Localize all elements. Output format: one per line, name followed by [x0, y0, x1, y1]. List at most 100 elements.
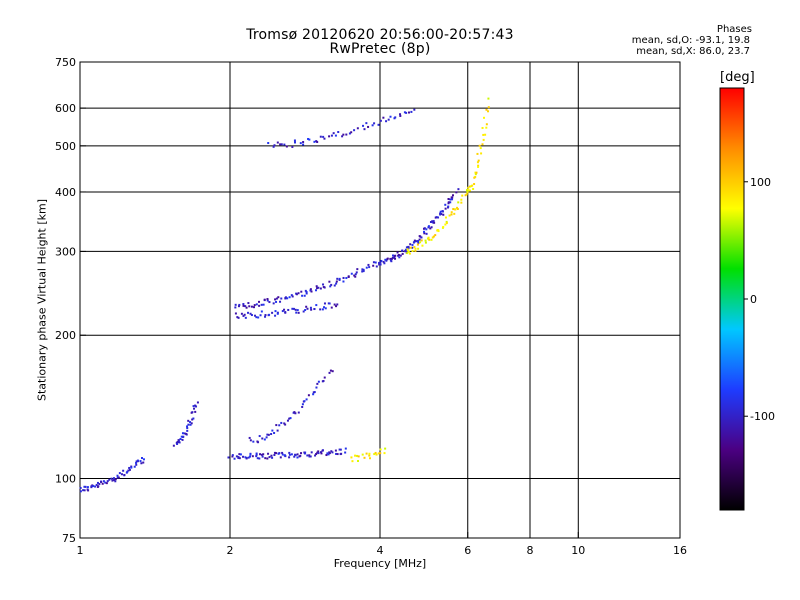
data-point-o-mode [262, 453, 265, 456]
data-point-o-mode [294, 412, 297, 415]
data-point-o-mode [249, 312, 252, 315]
data-point-x-mode [465, 193, 468, 196]
data-point-o-mode [305, 292, 308, 295]
data-point-o-mode [291, 307, 294, 310]
data-point-o-mode [429, 221, 432, 224]
data-point-o-mode [273, 454, 276, 457]
data-point-o-mode [249, 453, 252, 456]
data-point-o-mode [302, 143, 305, 146]
data-point-o-mode [245, 457, 248, 460]
data-point-o-mode [398, 256, 401, 259]
data-point-o-mode [306, 307, 309, 310]
data-point-o-mode [290, 294, 293, 297]
data-point-o-mode [265, 436, 268, 439]
data-point-o-mode [379, 263, 382, 266]
x-tick-label: 8 [527, 544, 534, 557]
data-point-x-mode [474, 175, 477, 178]
data-point-x-mode [468, 185, 471, 188]
data-point-o-mode [425, 228, 428, 231]
data-point-o-mode [108, 478, 111, 481]
data-point-o-mode [336, 303, 339, 306]
data-point-o-mode [257, 441, 260, 444]
data-point-o-mode [244, 305, 247, 308]
data-point-x-mode [411, 249, 414, 252]
data-point-o-mode [303, 294, 306, 297]
data-point-o-mode [302, 310, 305, 313]
data-point-o-mode [432, 220, 435, 223]
data-point-o-mode [309, 306, 312, 309]
data-point-o-mode [431, 220, 434, 223]
data-point-x-mode [476, 152, 479, 155]
data-point-o-mode [334, 449, 337, 452]
data-point-o-mode [185, 432, 188, 435]
data-point-o-mode [281, 310, 284, 313]
data-point-o-mode [191, 411, 194, 414]
data-point-o-mode [411, 243, 414, 246]
data-point-o-mode [415, 240, 418, 243]
data-point-o-mode [266, 298, 269, 301]
data-point-x-mode [417, 247, 420, 250]
data-point-o-mode [392, 254, 395, 257]
data-point-o-mode [248, 436, 251, 439]
data-point-o-mode [368, 266, 371, 269]
data-point-x-mode [467, 186, 470, 189]
data-point-o-mode [333, 284, 336, 287]
data-point-o-mode [135, 461, 138, 464]
data-point-o-mode [449, 198, 452, 201]
data-point-o-mode [306, 454, 309, 457]
data-point-o-mode [387, 118, 390, 121]
data-point-o-mode [101, 482, 104, 485]
data-point-o-mode [420, 236, 423, 239]
data-point-o-mode [249, 455, 252, 458]
data-point-o-mode [181, 432, 184, 435]
data-point-o-mode [405, 111, 408, 114]
data-point-o-mode [440, 212, 443, 215]
data-point-o-mode [303, 400, 306, 403]
data-point-o-mode [310, 308, 313, 311]
data-point-o-mode [236, 316, 239, 319]
data-point-o-mode [113, 478, 116, 481]
data-point-o-mode [274, 298, 277, 301]
data-point-o-mode [284, 297, 287, 300]
data-point-x-mode [351, 460, 354, 463]
data-point-o-mode [377, 123, 380, 126]
data-point-x-mode [445, 222, 448, 225]
data-point-o-mode [237, 305, 240, 308]
x-tick-label: 1 [77, 544, 84, 557]
data-point-o-mode [319, 135, 322, 138]
data-point-o-mode [176, 443, 179, 446]
data-point-x-mode [482, 133, 485, 136]
data-point-o-mode [247, 456, 250, 459]
data-point-o-mode [304, 289, 307, 292]
data-point-o-mode [266, 299, 269, 302]
data-point-o-mode [323, 306, 326, 309]
data-point-o-mode [313, 308, 316, 311]
data-point-x-mode [379, 452, 382, 455]
data-point-o-mode [234, 306, 237, 309]
data-point-o-mode [295, 311, 298, 314]
data-point-x-mode [467, 188, 470, 191]
data-point-o-mode [128, 466, 131, 469]
data-point-o-mode [355, 271, 358, 274]
data-point-o-mode [136, 459, 139, 462]
data-point-o-mode [238, 303, 241, 306]
data-point-o-mode [292, 307, 295, 310]
data-point-x-mode [368, 454, 371, 457]
data-point-o-mode [328, 371, 331, 374]
data-point-o-mode [264, 314, 267, 317]
data-point-o-mode [259, 453, 262, 456]
data-point-o-mode [192, 417, 195, 420]
data-point-o-mode [305, 305, 308, 308]
data-point-o-mode [186, 429, 189, 432]
colorbar-tick-label: 100 [750, 176, 771, 189]
data-point-o-mode [281, 451, 284, 454]
data-point-x-mode [363, 456, 366, 459]
data-point-o-mode [128, 468, 131, 471]
data-point-x-mode [450, 211, 453, 214]
y-tick-label: 300 [55, 245, 76, 258]
data-point-x-mode [431, 236, 434, 239]
data-point-o-mode [280, 143, 283, 146]
data-point-x-mode [409, 246, 412, 249]
y-tick-label: 750 [55, 56, 76, 69]
data-point-o-mode [86, 488, 89, 491]
